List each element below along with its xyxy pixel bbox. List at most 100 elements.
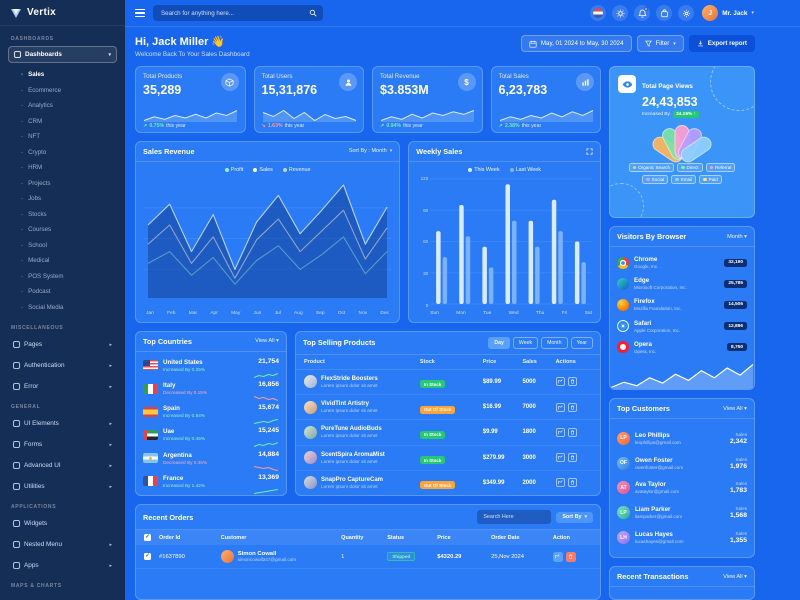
sidebar-item-dashboards[interactable]: Dashboards ▾ xyxy=(8,46,117,63)
legend-item-last-week[interactable]: Last Week xyxy=(509,167,541,173)
sidebar-subitem-crm[interactable]: CRM xyxy=(8,114,117,130)
browser-row[interactable]: Safari Apple Corporation, Inc. 12,896 xyxy=(617,320,747,333)
browser-row[interactable]: Edge Microsoft Corporation, Inc. 25,785 xyxy=(617,277,747,290)
sidebar-item-advanced-ui[interactable]: Advanced UI ▸ xyxy=(8,456,117,475)
country-row[interactable]: Argentina Decreased By 0.35% 14,884 xyxy=(143,451,279,471)
sort-by-dropdown[interactable]: Sort By : Month ▾ xyxy=(349,148,392,154)
export-report-button[interactable]: Export report xyxy=(688,35,755,52)
expand-icon[interactable] xyxy=(586,148,593,155)
product-row[interactable]: PureTune AudioBuds Lorem ipsum dolor sit … xyxy=(296,420,600,446)
delete-icon[interactable] xyxy=(567,453,577,463)
legend-chip-email[interactable]: Email xyxy=(671,175,697,184)
search-icon[interactable] xyxy=(309,9,317,17)
edit-icon[interactable] xyxy=(555,377,565,387)
edit-icon[interactable] xyxy=(555,402,565,412)
sidebar-subitem-courses[interactable]: Courses xyxy=(8,222,117,238)
customer-row[interactable]: LH Lucas Hayes lucashayes@gmail.com Sales… xyxy=(617,531,747,545)
sidebar-subitem-analytics[interactable]: Analytics xyxy=(8,98,117,114)
filter-button[interactable]: Filter ▾ xyxy=(636,35,684,52)
sidebar-subitem-nft[interactable]: NFT xyxy=(8,129,117,145)
edit-icon[interactable] xyxy=(555,453,565,463)
view-all-link[interactable]: View All ▾ xyxy=(255,338,279,345)
sidebar-item-authentication[interactable]: Authentication ▸ xyxy=(8,356,117,375)
tab-week[interactable]: Week xyxy=(512,336,539,349)
sidebar-subitem-school[interactable]: School xyxy=(8,238,117,254)
orders-search-input[interactable] xyxy=(481,513,538,521)
global-search[interactable] xyxy=(153,5,323,21)
sidebar-subitem-sales[interactable]: Sales xyxy=(8,67,117,83)
settings-button[interactable] xyxy=(678,5,695,21)
user-menu[interactable]: J Mr. Jack ▾ xyxy=(702,5,754,21)
delete-icon[interactable] xyxy=(567,427,577,437)
customer-row[interactable]: AT Ava Taylor avataylor@gmail.com Sales 1,… xyxy=(617,481,747,495)
customer-row[interactable]: LP Liam Parker liamparker@gmail.com Sales… xyxy=(617,506,747,520)
sidebar-item-forms[interactable]: Forms ▸ xyxy=(8,435,117,454)
orders-search[interactable] xyxy=(477,510,552,524)
browser-row[interactable]: Opera Opera, Inc. 8,750 xyxy=(617,341,747,354)
tab-year[interactable]: Year xyxy=(570,336,593,349)
menu-toggle-icon[interactable] xyxy=(135,9,145,17)
sidebar-subitem-social-media[interactable]: Social Media xyxy=(8,300,117,316)
tab-month[interactable]: Month xyxy=(541,336,568,349)
sidebar-subitem-hrm[interactable]: HRM xyxy=(8,160,117,176)
edit-icon[interactable] xyxy=(555,478,565,488)
sidebar-item-pages[interactable]: Pages ▸ xyxy=(8,335,117,354)
product-row[interactable]: SnapPro CaptureCam Lorem ipsum dolor sit … xyxy=(296,471,600,495)
row-checkbox[interactable]: ✓ xyxy=(144,553,151,560)
delete-icon[interactable] xyxy=(567,377,577,387)
country-row[interactable]: France Increased By 1.42% 13,369 xyxy=(143,474,279,494)
sidebar-subitem-stocks[interactable]: Stocks xyxy=(8,207,117,223)
delete-icon[interactable] xyxy=(567,402,577,412)
browser-row[interactable]: Chrome Google, Inc. 32,190 xyxy=(617,256,747,269)
sidebar-item-error[interactable]: Error ▸ xyxy=(8,377,117,396)
legend-chip-referral[interactable]: Referral xyxy=(705,163,736,172)
sidebar-item-apps[interactable]: Apps ▸ xyxy=(8,556,117,575)
order-row[interactable]: ✓ #1637890 Simon Cowall simoncowall247@gm… xyxy=(136,545,600,569)
sidebar-subitem-projects[interactable]: Projects xyxy=(8,176,117,192)
product-row[interactable]: VividTint Artistry Lorem ipsum dolor sit … xyxy=(296,395,600,421)
tab-day[interactable]: Day xyxy=(488,336,510,349)
sidebar-subitem-pos-system[interactable]: POS System xyxy=(8,269,117,285)
language-flag-button[interactable] xyxy=(590,5,607,21)
sidebar-item-utilities[interactable]: Utilities ▸ xyxy=(8,477,117,496)
sidebar-item-ui-elements[interactable]: UI Elements ▸ xyxy=(8,414,117,433)
cart-button[interactable] xyxy=(656,5,673,21)
sidebar-item-nested-menu[interactable]: Nested Menu ▸ xyxy=(8,535,117,554)
theme-toggle-button[interactable] xyxy=(612,5,629,21)
legend-item-sales[interactable]: Sales xyxy=(253,167,273,173)
edit-icon[interactable] xyxy=(555,427,565,437)
select-all-checkbox[interactable]: ✓ xyxy=(144,534,151,541)
country-row[interactable]: United States Increased By 0.25% 21,754 xyxy=(143,358,279,378)
sort-by-button[interactable]: Sort By ▾ xyxy=(556,511,593,523)
period-dropdown[interactable]: Month ▾ xyxy=(727,233,747,240)
global-search-input[interactable] xyxy=(159,8,299,18)
product-row[interactable]: FlexStride Boosters Lorem ipsum dolor sit… xyxy=(296,370,600,396)
delete-icon[interactable] xyxy=(565,551,576,562)
sidebar-subitem-podcast[interactable]: Podcast xyxy=(8,284,117,300)
legend-chip-social[interactable]: Social xyxy=(642,175,669,184)
legend-chip-paid[interactable]: Paid xyxy=(699,175,722,184)
legend-item-this-week[interactable]: This Week xyxy=(468,167,500,173)
view-all-link[interactable]: View All ▾ xyxy=(723,573,747,580)
sidebar-subitem-medical[interactable]: Medical xyxy=(8,253,117,269)
customer-row[interactable]: OF Owen Foster owenfoster@gmail.com Sales… xyxy=(617,456,747,470)
delete-icon[interactable] xyxy=(567,478,577,488)
country-row[interactable]: Italy Decreased By 0.15% 16,856 xyxy=(143,381,279,402)
sidebar-subitem-crypto[interactable]: Crypto xyxy=(8,145,117,161)
legend-item-revenue[interactable]: Revenue xyxy=(282,167,310,173)
legend-chip-organic-search[interactable]: Organic Search xyxy=(628,163,675,172)
customer-row[interactable]: LP Leo Phillips leophillips@gmail.com Sal… xyxy=(617,431,747,445)
legend-chip-direct[interactable]: Direct xyxy=(677,163,703,172)
legend-item-profit[interactable]: Profit xyxy=(224,167,243,173)
notifications-button[interactable] xyxy=(634,5,651,21)
view-all-link[interactable]: View All ▾ xyxy=(723,405,747,412)
product-row[interactable]: ScentSpira AromaMist Lorem ipsum dolor si… xyxy=(296,446,600,471)
browser-row[interactable]: Firefox Mozilla Foundation, Inc. 14,506 xyxy=(617,298,747,311)
edit-icon[interactable] xyxy=(552,551,563,562)
country-row[interactable]: Uae Increased By 0.45% 15,245 xyxy=(143,427,279,448)
date-range-picker[interactable]: May, 01 2024 to May, 30 2024 xyxy=(520,35,632,52)
brand[interactable]: Vertix xyxy=(0,0,125,26)
sidebar-subitem-jobs[interactable]: Jobs xyxy=(8,191,117,207)
sidebar-item-widgets[interactable]: Widgets xyxy=(8,514,117,533)
country-row[interactable]: Spain Increased By 0.84% 15,674 xyxy=(143,404,279,425)
